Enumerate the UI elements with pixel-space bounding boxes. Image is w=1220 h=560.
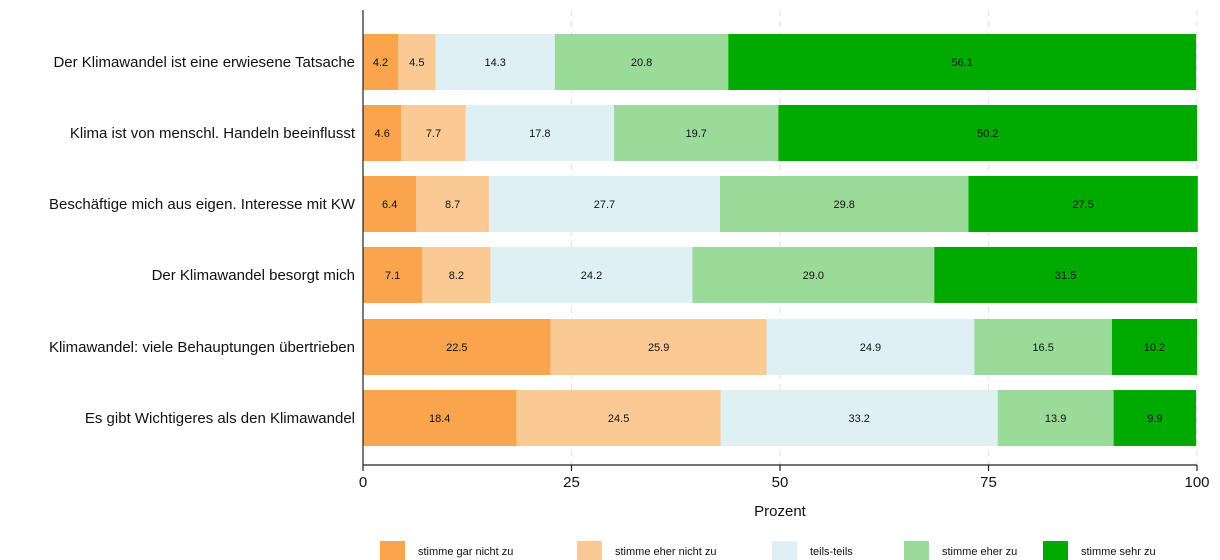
bar-value-label: 27.5 (1072, 199, 1093, 211)
legend-label: teils-teils (810, 546, 853, 558)
bar-value-label: 50.2 (977, 128, 998, 140)
bar-segment (363, 390, 517, 446)
bar-segment (401, 105, 466, 161)
bar-segment (435, 34, 555, 90)
x-tick-label: 100 (1184, 474, 1209, 491)
x-tick-label: 50 (772, 474, 789, 491)
gridlines (570, 10, 1198, 465)
bar-segment (766, 319, 975, 375)
bar-value-label: 33.2 (849, 413, 870, 425)
bar-value-label: 29.8 (834, 199, 855, 211)
bar-value-label: 24.9 (860, 342, 881, 354)
bar-value-label: 8.7 (445, 199, 460, 211)
bar-value-label: 4.2 (373, 57, 388, 69)
bar-value-label: 31.5 (1055, 270, 1076, 282)
bar-segment (1113, 390, 1197, 446)
bar-segment (554, 34, 729, 90)
legend-swatch (772, 541, 797, 560)
bar-segment (416, 176, 489, 232)
x-tick-label: 25 (563, 474, 580, 491)
bar-segment (363, 176, 417, 232)
legend: stimme gar nicht zu stimme eher nicht zu t… (380, 541, 1156, 560)
bar-segment (997, 390, 1114, 446)
category-label: Beschäftige mich aus eigen. Interesse mi… (49, 196, 356, 213)
category-label: Klimawandel: viele Behauptungen übertrie… (49, 339, 355, 356)
legend-label: stimme sehr zu (1081, 546, 1156, 558)
bar-value-label: 56.1 (952, 57, 973, 69)
bar-segment (778, 105, 1197, 161)
bar-segment (398, 34, 436, 90)
bar-segment (974, 319, 1112, 375)
bar-segment (465, 105, 615, 161)
x-axis-ticks: 0 25 50 75 100 (359, 465, 1210, 491)
bar-segment (363, 319, 551, 375)
bar-value-label: 18.4 (429, 413, 450, 425)
legend-swatch (380, 541, 405, 560)
bars: 4.2 4.5 14.3 20.8 56.1 4.6 7.7 17.8 19.7 50.2 6.4 8… (363, 34, 1198, 446)
bar-value-label: 20.8 (631, 57, 652, 69)
bar-segment (422, 247, 491, 303)
bar-value-label: 8.2 (449, 270, 464, 282)
category-labels: Der Klimawandel ist eine erwiesene Tatsa… (49, 54, 356, 427)
bar-segment (1111, 319, 1197, 375)
bar-segment (363, 247, 423, 303)
bar-value-label: 27.7 (594, 199, 615, 211)
bar-segment (614, 105, 779, 161)
x-axis-title: Prozent (754, 503, 807, 520)
bar-value-label: 13.9 (1045, 413, 1066, 425)
bar-segment (968, 176, 1198, 232)
bar-segment (720, 390, 998, 446)
legend-swatch (1043, 541, 1068, 560)
bar-segment (692, 247, 935, 303)
bar-value-label: 16.5 (1032, 342, 1053, 354)
bar-value-label: 29.0 (803, 270, 824, 282)
bar-segment (516, 390, 721, 446)
category-label: Der Klimawandel ist eine erwiesene Tatsa… (53, 54, 355, 71)
bar-segment (490, 247, 693, 303)
category-label: Klima ist von menschl. Handeln beeinflus… (70, 125, 356, 142)
legend-swatch (577, 541, 602, 560)
legend-label: stimme gar nicht zu (418, 546, 513, 558)
legend-label: stimme eher zu (942, 546, 1017, 558)
bar-value-label: 4.6 (375, 128, 390, 140)
x-tick-label: 0 (359, 474, 367, 491)
bar-value-label: 24.5 (608, 413, 629, 425)
bar-segment (719, 176, 969, 232)
bar-value-label: 19.7 (685, 128, 706, 140)
bar-value-label: 7.7 (426, 128, 441, 140)
bar-value-label: 7.1 (385, 270, 400, 282)
bar-value-label: 14.3 (484, 57, 505, 69)
bar-value-label: 9.9 (1147, 413, 1162, 425)
bar-value-label: 17.8 (529, 128, 550, 140)
bar-segment (488, 176, 720, 232)
bar-value-label: 22.5 (446, 342, 467, 354)
bar-segment (363, 105, 402, 161)
bar-segment (934, 247, 1197, 303)
bar-value-label: 6.4 (382, 199, 397, 211)
category-label: Der Klimawandel besorgt mich (152, 267, 355, 284)
legend-swatch (904, 541, 929, 560)
bar-value-label: 24.2 (581, 270, 602, 282)
x-tick-label: 75 (980, 474, 997, 491)
legend-label: stimme eher nicht zu (615, 546, 716, 558)
bar-segment (550, 319, 767, 375)
category-label: Es gibt Wichtigeres als den Klimawandel (85, 410, 355, 427)
bar-segment (363, 34, 399, 90)
bar-value-label: 4.5 (409, 57, 424, 69)
bar-segment (728, 34, 1197, 90)
bar-value-label: 10.2 (1144, 342, 1165, 354)
bar-value-label: 25.9 (648, 342, 669, 354)
